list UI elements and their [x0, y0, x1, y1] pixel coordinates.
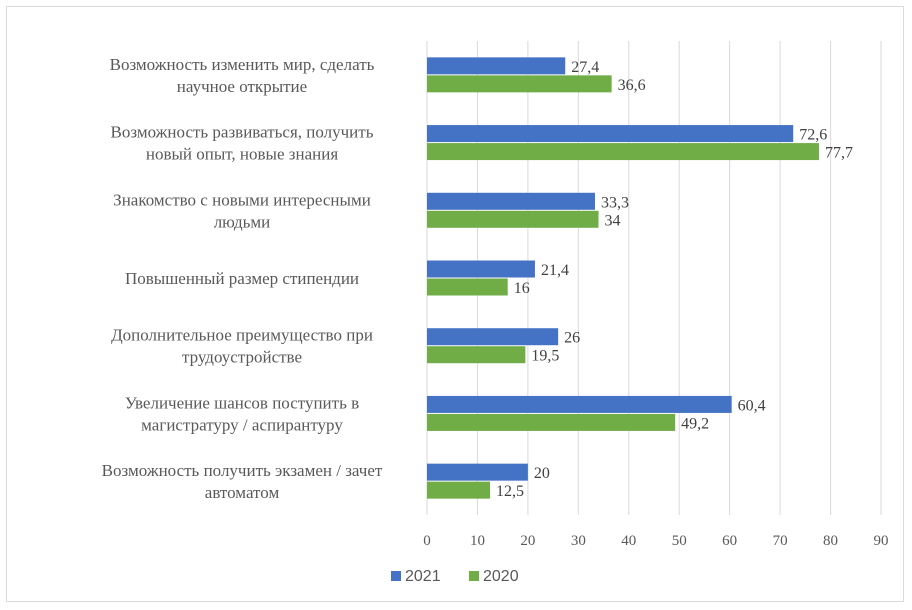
data-label-2021-2: 33,3	[601, 194, 629, 211]
x-tick-label-20: 20	[520, 533, 535, 549]
data-label-2020-6: 12,5	[496, 483, 524, 500]
x-tick-label-70: 70	[773, 533, 788, 549]
data-label-2021-4: 26	[564, 330, 580, 347]
bar-2021-5	[427, 395, 732, 413]
bar-2020-4	[427, 346, 526, 364]
category-label-line: новый опыт, новые знания	[146, 145, 338, 164]
data-label-2020-2: 34	[605, 212, 621, 229]
category-label-line: Увеличение шансов поступить в	[125, 393, 359, 412]
data-label-2021-0: 27,4	[571, 59, 599, 76]
data-label-2021-1: 72,6	[799, 127, 827, 144]
bar-2021-0	[427, 57, 566, 75]
bar-2021-4	[427, 328, 559, 346]
category-label-line: автоматом	[205, 483, 280, 502]
category-label-line: трудоустройстве	[182, 348, 302, 367]
bar-2021-6	[427, 463, 528, 481]
bar-2020-0	[427, 75, 612, 93]
bar-2020-5	[427, 413, 676, 431]
legend-swatch-2021	[391, 571, 401, 581]
bar-2020-2	[427, 210, 599, 228]
data-label-2020-1: 77,7	[825, 145, 853, 162]
category-label-6: Возможность получить экзамен / зачет авто…	[102, 461, 383, 502]
category-label-1: Возможность развиваться, получить новый о…	[111, 123, 374, 164]
category-label-line: Возможность получить экзамен / зачет	[102, 461, 383, 480]
category-label-line: Дополнительное преимущество при	[111, 326, 373, 345]
data-label-2020-5: 49,2	[681, 415, 709, 432]
data-label-2020-4: 19,5	[531, 348, 559, 365]
category-label-0: Возможность изменить мир, сделать научное…	[110, 55, 375, 96]
x-tick-label-0: 0	[423, 533, 431, 549]
category-label-3: Повышенный размер стипендии	[125, 269, 359, 288]
data-label-2020-0: 36,6	[618, 77, 646, 94]
category-label-line: Знакомство с новыми интересными	[113, 190, 371, 209]
category-label-5: Увеличение шансов поступить в магистратур…	[125, 393, 359, 434]
x-tick-label-10: 10	[470, 533, 485, 549]
x-tick-label-30: 30	[571, 533, 586, 549]
bar-2020-1	[427, 143, 819, 161]
legend-label-2021: 2021	[405, 568, 441, 585]
bar-2020-3	[427, 278, 508, 296]
bar-2020-6	[427, 481, 491, 499]
category-label-line: Повышенный размер стипендии	[125, 269, 359, 288]
x-tick-label-50: 50	[672, 533, 687, 549]
chart-frame: 0 10 20 30 40 50 60 70 80 90 Возможность изменить …	[6, 6, 904, 602]
x-tick-label-60: 60	[722, 533, 737, 549]
legend-label-2020: 2020	[483, 568, 519, 585]
bar-2021-2	[427, 192, 595, 210]
bar-2021-3	[427, 260, 535, 278]
data-label-2021-5: 60,4	[738, 397, 766, 414]
category-label-line: Возможность развиваться, получить	[111, 123, 374, 142]
x-tick-label-80: 80	[823, 533, 838, 549]
bar-chart: 0 10 20 30 40 50 60 70 80 90 Возможность изменить …	[102, 41, 889, 585]
category-label-line: Возможность изменить мир, сделать	[110, 55, 375, 74]
data-label-2021-6: 20	[534, 465, 550, 482]
category-label-line: магистратуру / аспирантуру	[141, 415, 343, 434]
bar-2021-1	[427, 125, 794, 143]
data-label-2021-3: 21,4	[541, 262, 569, 279]
x-tick-label-40: 40	[621, 533, 636, 549]
data-label-2020-3: 16	[514, 280, 530, 297]
x-tick-label-90: 90	[874, 533, 889, 549]
category-label-line: научное открытие	[177, 77, 307, 96]
category-label-2: Знакомство с новыми интересными людьми	[113, 190, 371, 231]
legend-swatch-2020	[469, 571, 479, 581]
category-label-4: Дополнительное преимущество при трудоустр…	[111, 326, 373, 367]
category-label-line: людьми	[214, 212, 271, 231]
